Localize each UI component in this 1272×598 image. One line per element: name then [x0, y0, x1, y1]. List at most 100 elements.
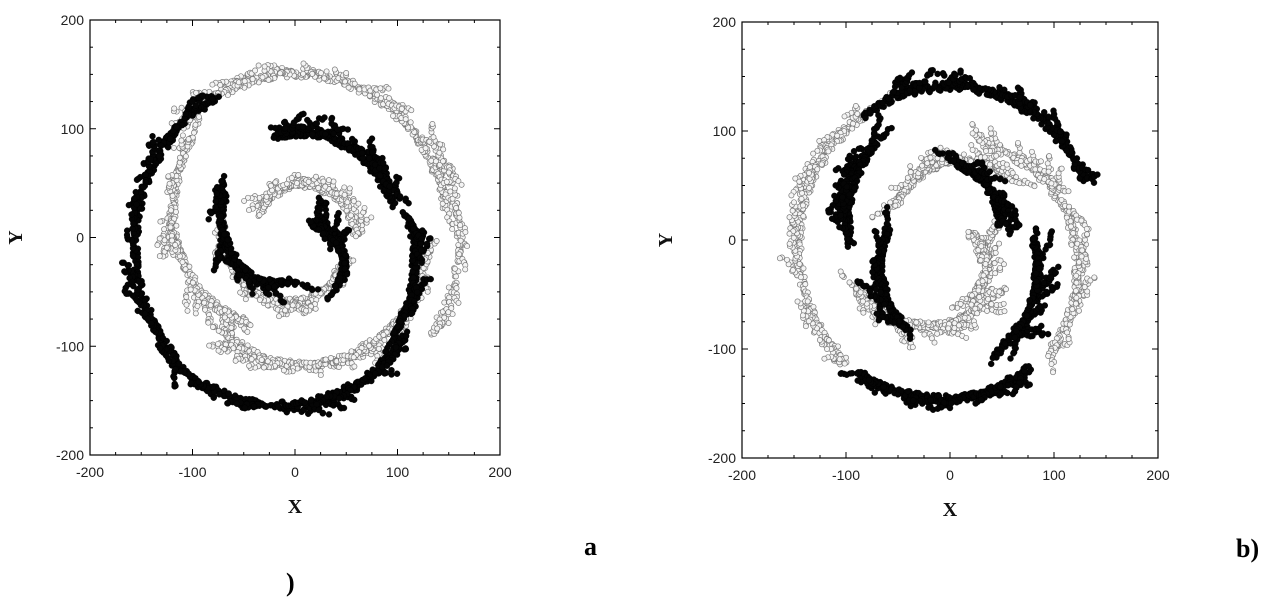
- point-open: [806, 170, 811, 175]
- point-open: [440, 159, 445, 164]
- point-open: [185, 308, 190, 313]
- point-filled: [335, 248, 341, 254]
- point-open: [222, 315, 227, 320]
- point-open: [791, 200, 796, 205]
- point-filled: [224, 400, 230, 406]
- point-open: [262, 64, 267, 69]
- x-tick-label: 200: [488, 464, 512, 480]
- point-open: [819, 162, 824, 167]
- point-open: [324, 69, 329, 74]
- point-filled: [322, 236, 328, 242]
- x-tick-label: 0: [291, 464, 299, 480]
- point-filled: [129, 212, 135, 218]
- point-filled: [156, 153, 162, 159]
- point-open: [179, 105, 184, 110]
- point-open: [434, 238, 439, 243]
- point-open: [787, 231, 792, 236]
- point-open: [166, 174, 171, 179]
- point-filled: [308, 219, 314, 225]
- point-open: [448, 189, 453, 194]
- point-open: [399, 106, 404, 111]
- point-filled: [225, 237, 231, 243]
- point-open: [158, 219, 163, 224]
- point-filled: [359, 150, 365, 156]
- point-open: [184, 302, 189, 307]
- point-open: [850, 121, 855, 126]
- point-filled: [414, 289, 420, 295]
- point-open: [801, 266, 806, 271]
- point-filled: [300, 124, 306, 130]
- point-filled: [213, 204, 219, 210]
- point-open: [207, 343, 212, 348]
- point-open: [803, 324, 808, 329]
- point-filled: [391, 329, 397, 335]
- point-open: [278, 71, 283, 76]
- point-filled: [188, 380, 194, 386]
- point-open: [787, 215, 792, 220]
- point-open: [446, 310, 451, 315]
- point-open: [195, 304, 200, 309]
- point-open: [210, 82, 215, 87]
- point-filled: [134, 177, 140, 183]
- y-axis-label: Y: [5, 230, 27, 245]
- point-open: [290, 303, 295, 308]
- point-open: [238, 290, 243, 295]
- point-filled: [419, 260, 425, 266]
- point-open: [157, 236, 162, 241]
- point-open: [193, 311, 198, 316]
- point-open: [168, 208, 173, 213]
- point-open: [318, 373, 323, 378]
- point-filled: [329, 116, 335, 122]
- point-open: [193, 90, 198, 95]
- point-open: [805, 299, 810, 304]
- point-open: [349, 349, 354, 354]
- point-open: [351, 355, 356, 360]
- point-filled: [174, 124, 180, 130]
- point-filled: [249, 291, 255, 297]
- point-open: [248, 323, 253, 328]
- point-filled: [196, 379, 202, 385]
- point-filled: [400, 209, 406, 215]
- point-open: [318, 70, 323, 75]
- point-filled: [382, 165, 388, 171]
- point-filled: [332, 283, 338, 289]
- point-open: [403, 117, 408, 122]
- point-filled: [221, 173, 227, 179]
- point-open: [216, 348, 221, 353]
- point-open: [450, 227, 455, 232]
- point-open: [313, 174, 318, 179]
- point-open: [257, 297, 262, 302]
- point-open: [259, 357, 264, 362]
- point-open: [348, 213, 353, 218]
- point-open: [191, 130, 196, 135]
- point-filled: [419, 236, 425, 242]
- point-open: [842, 114, 847, 119]
- point-open: [454, 286, 459, 291]
- point-filled: [380, 160, 386, 166]
- point-filled: [251, 403, 257, 409]
- data-points: [119, 61, 470, 418]
- data-points: [777, 67, 1100, 413]
- point-open: [301, 61, 306, 66]
- point-open: [256, 63, 261, 68]
- point-open: [427, 139, 432, 144]
- point-open: [381, 332, 386, 337]
- point-open: [376, 346, 381, 351]
- point-filled: [372, 371, 378, 377]
- point-open: [170, 193, 175, 198]
- point-open: [242, 79, 247, 84]
- point-filled: [403, 345, 409, 351]
- point-filled: [206, 216, 212, 222]
- point-open: [180, 133, 185, 138]
- point-open: [171, 145, 176, 150]
- point-open: [342, 192, 347, 197]
- point-filled: [344, 227, 350, 233]
- point-filled: [271, 135, 277, 141]
- point-open: [797, 261, 802, 266]
- point-filled: [208, 210, 214, 216]
- point-open: [316, 185, 321, 190]
- y-tick-label: -200: [56, 447, 84, 463]
- point-open: [457, 215, 462, 220]
- point-open: [323, 184, 328, 189]
